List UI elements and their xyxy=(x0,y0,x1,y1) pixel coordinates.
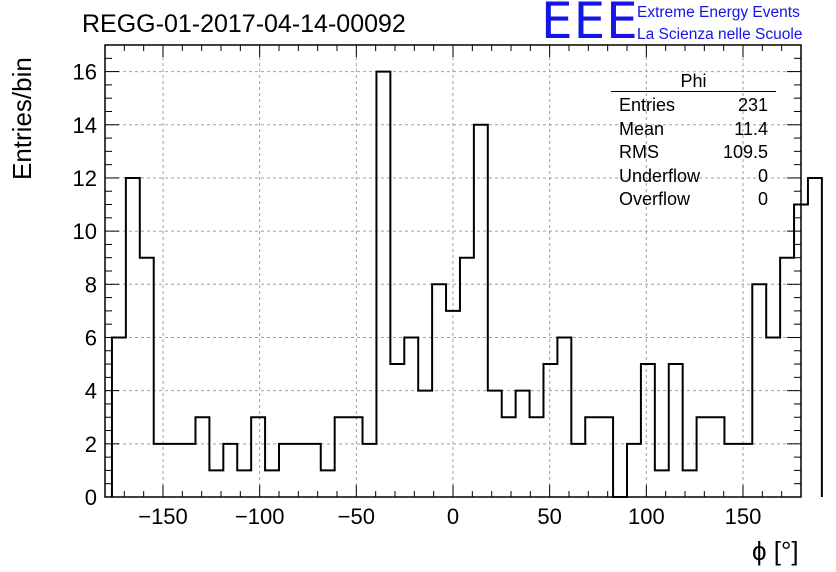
histogram-bin xyxy=(182,444,196,497)
histogram-bin xyxy=(363,444,377,497)
histogram-bin xyxy=(349,417,363,497)
x-tick-label: −50 xyxy=(338,504,375,529)
histogram-bin xyxy=(195,417,209,497)
y-axis-label: Entries/bin xyxy=(7,57,38,180)
stats-value: 0 xyxy=(758,165,768,189)
stats-label: Underflow xyxy=(619,165,700,189)
histogram-bin xyxy=(237,470,251,497)
histogram-bin xyxy=(530,417,544,497)
stats-label: Overflow xyxy=(619,188,690,212)
stats-value: 109.5 xyxy=(723,141,768,165)
histogram-bin xyxy=(641,364,655,497)
histogram-bin xyxy=(112,337,126,497)
stats-box: Phi Entries 231 Mean 11.4 RMS 109.5 Unde… xyxy=(611,72,776,212)
x-tick-label: 0 xyxy=(447,504,459,529)
histogram-bin xyxy=(627,444,641,497)
histogram-bin xyxy=(265,470,279,497)
stats-box-divider xyxy=(611,91,776,92)
x-tick-label: 100 xyxy=(628,504,665,529)
eee-logo-line2: La Scienza nelle Scuole xyxy=(637,27,802,43)
histogram-bin xyxy=(502,417,516,497)
y-tick-label: 2 xyxy=(85,432,97,457)
y-tick-label: 4 xyxy=(85,379,97,404)
histogram-bin xyxy=(251,417,265,497)
histogram-bin xyxy=(223,444,237,497)
x-axis-label: ϕ [°] xyxy=(752,536,799,567)
histogram-bin xyxy=(404,337,418,497)
histogram-bin xyxy=(738,444,752,497)
histogram-bin xyxy=(766,337,780,497)
histogram-bin xyxy=(808,178,822,497)
x-tick-label: 50 xyxy=(537,504,561,529)
histogram-bin xyxy=(571,444,585,497)
histogram-bin xyxy=(460,258,474,497)
stats-row-rms: RMS 109.5 xyxy=(611,141,776,165)
histogram-bin xyxy=(697,417,711,497)
histogram-bin xyxy=(557,337,571,497)
histogram-bin xyxy=(711,417,725,497)
stats-label: RMS xyxy=(619,141,659,165)
eee-logo-line1: Extreme Energy Events xyxy=(637,5,800,21)
histogram-bin xyxy=(390,364,404,497)
stats-label: Entries xyxy=(619,94,675,118)
y-tick-label: 6 xyxy=(85,325,97,350)
stats-row-underflow: Underflow 0 xyxy=(611,165,776,189)
histogram-bin xyxy=(168,444,182,497)
y-tick-label: 16 xyxy=(73,60,97,85)
histogram-bin xyxy=(724,444,738,497)
stats-label: Mean xyxy=(619,118,664,142)
y-tick-label: 14 xyxy=(73,113,97,138)
stats-value: 11.4 xyxy=(734,118,768,142)
stats-row-mean: Mean 11.4 xyxy=(611,118,776,142)
histogram-bin xyxy=(321,470,335,497)
histogram-bin xyxy=(669,364,683,497)
stats-value: 0 xyxy=(758,188,768,212)
x-tick-label: −100 xyxy=(235,504,285,529)
histogram-bin xyxy=(585,417,599,497)
histogram-bin xyxy=(140,258,154,497)
x-tick-label: −150 xyxy=(138,504,188,529)
chart-title: REGG-01-2017-04-14-00092 xyxy=(82,10,406,39)
histogram-bin xyxy=(154,444,168,497)
stats-row-entries: Entries 231 xyxy=(611,94,776,118)
y-tick-label: 0 xyxy=(85,485,97,510)
y-tick-label: 8 xyxy=(85,272,97,297)
histogram-bin xyxy=(543,364,557,497)
stats-value: 231 xyxy=(738,94,768,118)
histogram-bin xyxy=(279,444,293,497)
y-tick-label: 10 xyxy=(73,219,97,244)
histogram-bin xyxy=(599,417,613,497)
histogram-bin xyxy=(655,470,669,497)
histogram-bin xyxy=(293,444,307,497)
stats-box-title: Phi xyxy=(611,72,776,90)
eee-logo-mark: EEE xyxy=(541,0,639,46)
histogram-bin xyxy=(335,417,349,497)
y-tick-label: 12 xyxy=(73,166,97,191)
stats-row-overflow: Overflow 0 xyxy=(611,188,776,212)
histogram-bin xyxy=(446,311,460,497)
x-tick-label: 150 xyxy=(725,504,762,529)
histogram-bin xyxy=(307,444,321,497)
histogram-bin xyxy=(474,125,488,497)
histogram-bin xyxy=(780,258,794,497)
